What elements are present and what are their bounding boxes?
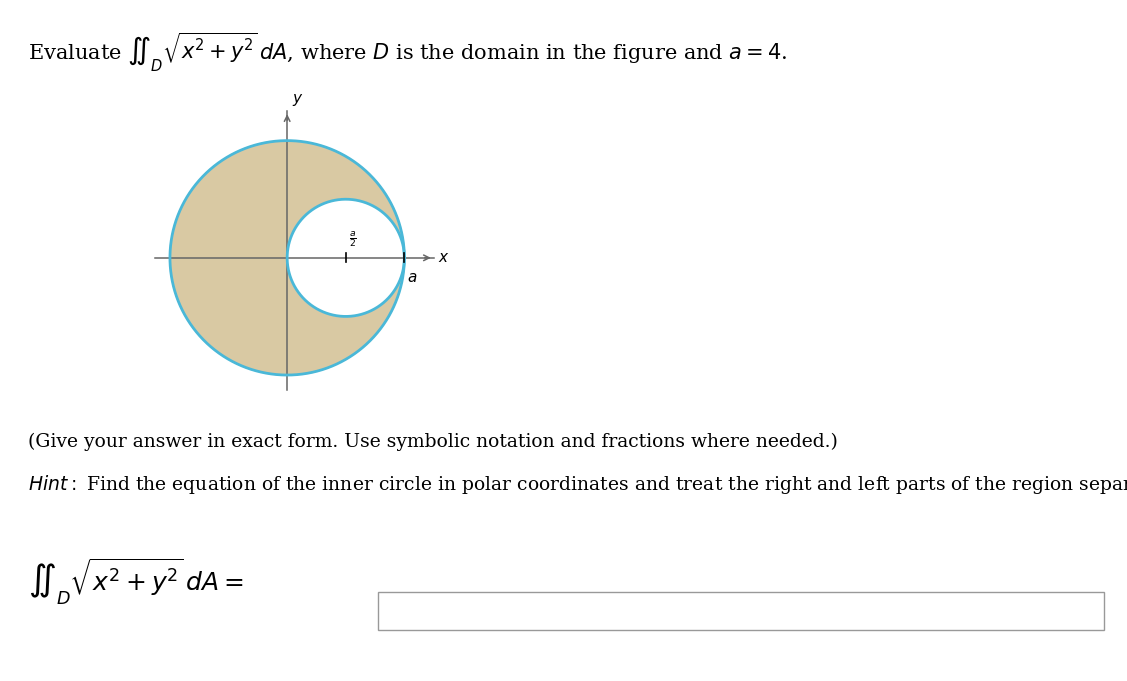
Text: (Give your answer in exact form. Use symbolic notation and fractions where neede: (Give your answer in exact form. Use sym… <box>28 432 838 451</box>
Text: $\frac{a}{2}$: $\frac{a}{2}$ <box>348 229 356 249</box>
Text: Evaluate $\iint_D \sqrt{x^2 + y^2}\, dA$, where $D$ is the domain in the figure : Evaluate $\iint_D \sqrt{x^2 + y^2}\, dA$… <box>28 31 788 74</box>
Text: $\iint_D \sqrt{x^2 + y^2}\, dA =$: $\iint_D \sqrt{x^2 + y^2}\, dA =$ <box>28 557 245 607</box>
Polygon shape <box>287 200 405 317</box>
Text: $x$: $x$ <box>438 251 450 266</box>
Text: $a$: $a$ <box>407 270 418 285</box>
FancyBboxPatch shape <box>378 592 1104 630</box>
Text: $\mathit{Hint:}$ Find the equation of the inner circle in polar coordinates and : $\mathit{Hint:}$ Find the equation of th… <box>28 473 1127 496</box>
Polygon shape <box>170 140 405 375</box>
Text: $y$: $y$ <box>292 93 303 108</box>
